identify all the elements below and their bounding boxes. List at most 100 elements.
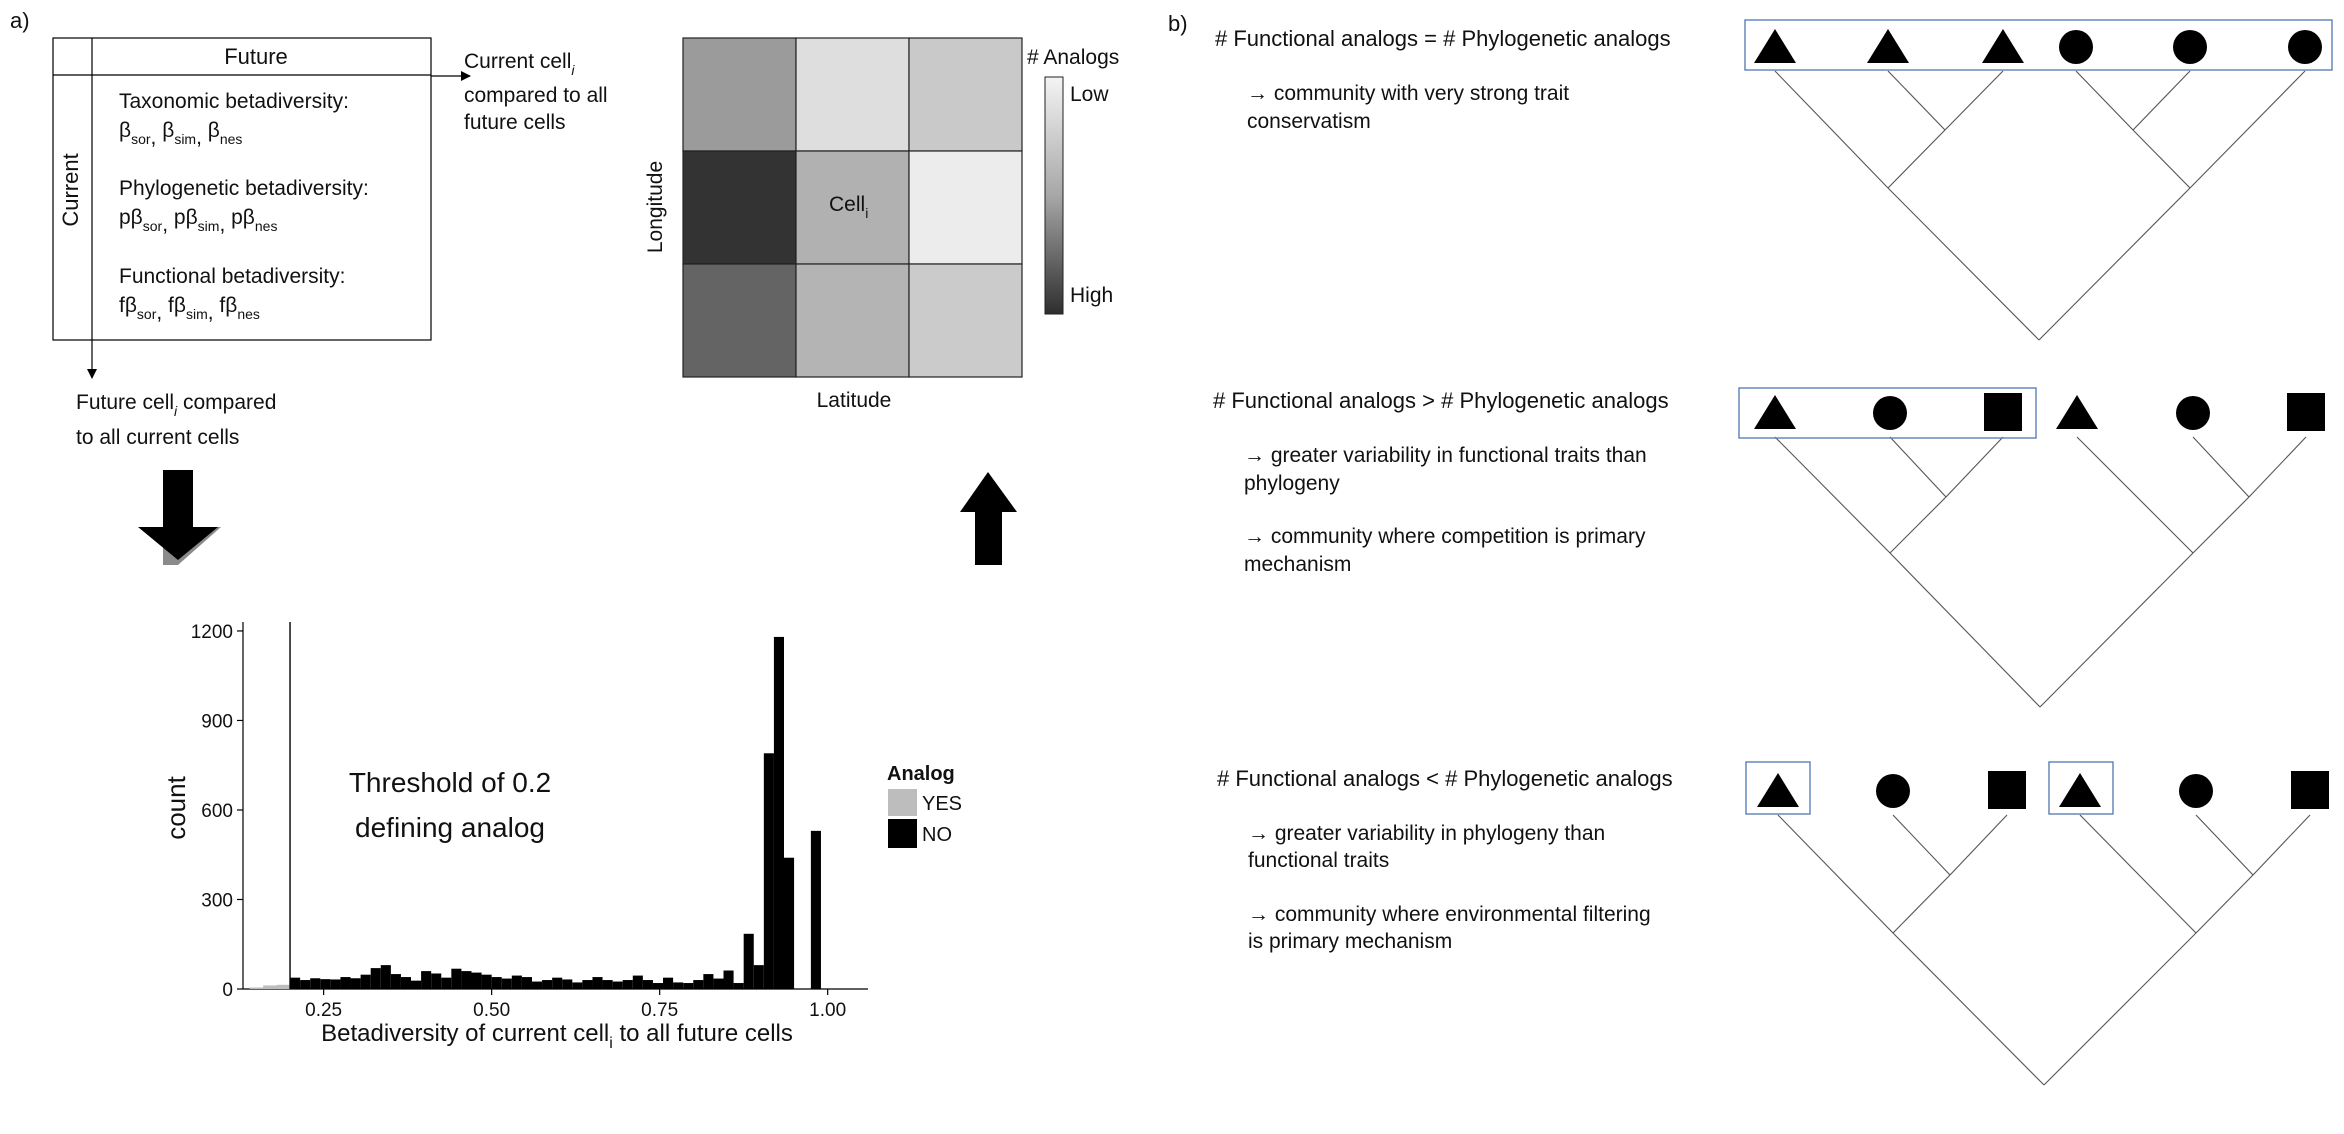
- table-row-header: Current: [58, 153, 83, 226]
- phylogeny-trees: [1738, 19, 2333, 1086]
- bar-no-13: [421, 971, 432, 989]
- triangle-icon: [1754, 29, 1796, 63]
- bar-no-43: [723, 970, 734, 989]
- tree-3-branch: [1949, 814, 2008, 876]
- circle-icon: [2176, 396, 2210, 430]
- current-note-line1: Current celli: [464, 50, 575, 78]
- square-icon: [2291, 771, 2329, 809]
- bar-no-36: [652, 983, 664, 989]
- y-tick-label: 0: [222, 980, 233, 1001]
- panel-a-label: a): [10, 8, 30, 33]
- grid-cell-1-0: [682, 150, 797, 265]
- bar-no-41: [703, 974, 714, 989]
- tree-1-branch: [1887, 129, 1946, 189]
- scenario-2-note-2-line-1: → community where competition is primary: [1244, 525, 1646, 548]
- bar-no-19: [481, 974, 492, 989]
- analog-box: [1744, 19, 2333, 71]
- histogram-chart: 0 300 600 900 1200 0.25 0.50 0.75 1.00: [191, 622, 868, 1021]
- bar-no-6: [350, 978, 361, 989]
- taxonomic-indices: βsor, βsim, βnes: [119, 119, 242, 149]
- bar-no-39: [683, 983, 694, 989]
- tree-3-branch: [1777, 814, 1894, 934]
- bar-yes-1: [263, 985, 277, 989]
- tree-1-branch: [1887, 187, 2040, 341]
- bar-no-30: [592, 977, 603, 989]
- grid-legend-low: Low: [1070, 83, 1109, 106]
- y-tick-label: 600: [201, 801, 233, 822]
- bar-no-18: [471, 972, 482, 989]
- grid-center-label: Celli: [829, 193, 868, 221]
- tree-2-branch: [1889, 436, 1947, 498]
- tree-2-branch: [1945, 436, 2004, 498]
- scenario-2-note-2-line-2: mechanism: [1244, 553, 1351, 576]
- bar-no-12: [411, 980, 422, 989]
- bar-no-23: [521, 977, 532, 989]
- scenario-3-note-1-line-1: → greater variability in phylogeny than: [1248, 822, 1605, 845]
- bar-yes-0: [249, 987, 264, 989]
- bar-no-7: [360, 974, 371, 989]
- x-tick-label: 0.50: [473, 1000, 510, 1021]
- bar-yes-2: [276, 984, 291, 989]
- triangle-icon: [2059, 773, 2101, 807]
- grid-legend: # Analogs Low High: [1027, 46, 1119, 315]
- bar-no-42: [713, 978, 724, 989]
- grid-cell-0-1: [795, 37, 910, 152]
- future-note-line1: Future celli compared: [76, 391, 276, 419]
- bar-no-5: [340, 977, 351, 989]
- circle-icon: [2059, 30, 2093, 64]
- tree-3-branch: [1892, 814, 1951, 876]
- functional-indices-text: fβsor, fβsim, fβnes: [119, 294, 260, 324]
- bar-no-35: [642, 980, 653, 989]
- bar-no-37: [663, 977, 674, 989]
- scenario-1-note-1-line-1: → community with very strong trait: [1247, 82, 1569, 105]
- bar-no-25: [542, 980, 553, 989]
- bar-no-50: [810, 830, 821, 989]
- analog-box: [1738, 387, 2037, 439]
- histogram-xlabel: Betadiversity of current celli to all fu…: [321, 1020, 793, 1052]
- grid-xlabel: Latitude: [817, 389, 892, 412]
- taxonomic-title: Taxonomic betadiversity:: [119, 90, 349, 113]
- scenario-3-note-1-line-2: functional traits: [1248, 849, 1389, 872]
- future-note-line2: to all current cells: [76, 426, 239, 449]
- bar-no-15: [441, 977, 452, 989]
- bar-no-9: [380, 965, 391, 989]
- scenario-heading-1: # Functional analogs = # Phylogenetic an…: [1215, 26, 1671, 51]
- bar-no-44: [733, 983, 744, 989]
- tree-3-branch: [1892, 874, 1951, 934]
- taxonomic-indices-text: βsor, βsim, βnes: [119, 119, 242, 149]
- bar-no-17: [461, 971, 472, 989]
- grid-cell-1-1: [795, 150, 910, 265]
- bar-no-31: [602, 980, 613, 989]
- table-column-header: Future: [224, 44, 288, 69]
- circle-icon: [1876, 774, 1910, 808]
- bar-no-20: [491, 977, 502, 989]
- tree-2-branch: [2039, 552, 2194, 708]
- tree-2-branch: [2192, 436, 2250, 498]
- tree-3-branch: [2195, 874, 2254, 934]
- comparison-table: Future Current Taxonomic betadiversity: …: [52, 37, 608, 449]
- bar-no-40: [693, 980, 704, 989]
- legend-swatch-no: [888, 819, 917, 848]
- grid-legend-high: High: [1070, 284, 1113, 307]
- circle-icon: [1873, 396, 1907, 430]
- panel-b-label: b): [1168, 11, 1188, 36]
- phylogenetic-indices-text: pβsor, pβsim, pβnes: [119, 206, 277, 236]
- scenario-3-note-2-line-1: → community where environmental filterin…: [1248, 903, 1651, 926]
- tree-2-branch: [1889, 496, 1947, 554]
- grid-legend-gradient: [1044, 76, 1064, 315]
- tree-1-branch: [2132, 129, 2191, 189]
- triangle-icon: [1867, 29, 1909, 63]
- bar-no-28: [572, 982, 583, 989]
- tree-1-branch: [1774, 70, 1889, 189]
- bar-no-47: [763, 753, 774, 989]
- bar-no-1: [300, 980, 311, 989]
- grid-ylabel: Longitude: [644, 161, 667, 253]
- scenario-heading-3: # Functional analogs < # Phylogenetic an…: [1217, 766, 1673, 791]
- bar-no-4: [330, 979, 341, 989]
- tree-2-branch: [1889, 552, 2041, 708]
- scenario-texts: # Functional analogs = # Phylogenetic an…: [1213, 26, 1673, 953]
- bar-no-46: [753, 965, 764, 989]
- table-border: [52, 37, 432, 341]
- bar-no-34: [632, 975, 643, 989]
